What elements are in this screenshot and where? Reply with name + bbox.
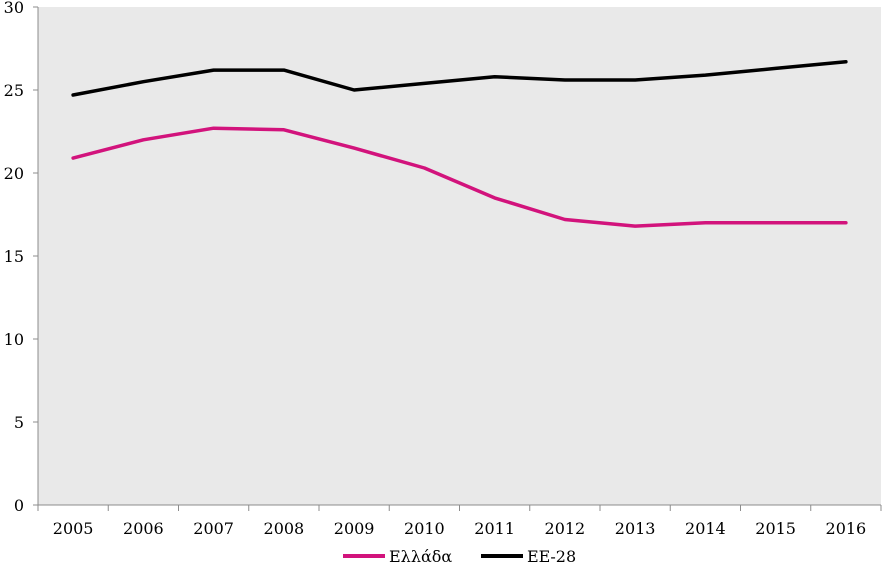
x-tick-label: 2012 [545,519,586,538]
x-tick-label: 2005 [53,519,94,538]
y-tick-label: 30 [4,0,24,17]
x-tick-label: 2006 [123,519,164,538]
x-axis: 2005 2006 2007 2008 2009 2010 2011 2012 2013 2014… [37,504,882,538]
y-tick-label: 15 [4,247,24,266]
series-line-0 [71,126,848,228]
plot-area [38,7,881,505]
x-tick-label: 2010 [404,519,445,538]
x-tick-label: 2013 [615,519,656,538]
x-tick-label: 2011 [474,519,515,538]
legend: Ελλάδα ΕΕ-28 [343,547,576,562]
legend-label-1: ΕΕ-28 [527,547,576,562]
y-tick-label: 10 [4,330,24,349]
x-tick-label: 2007 [193,519,234,538]
x-tick-label: 2016 [826,519,867,538]
x-tick-label: 2014 [685,519,726,538]
y-tick-label: 20 [4,164,24,183]
y-tick-label: 0 [14,496,24,515]
y-tick-label: 25 [4,81,24,100]
y-tick-label: 5 [14,413,24,432]
x-tick-label: 2008 [264,519,305,538]
series-lines [71,60,848,228]
series-line-1 [71,60,848,97]
x-tick-label: 2015 [755,519,796,538]
legend-label-0: Ελλάδα [389,547,452,562]
x-tick-label: 2009 [334,519,375,538]
y-axis: 0 5 10 15 20 25 30 [4,0,39,515]
